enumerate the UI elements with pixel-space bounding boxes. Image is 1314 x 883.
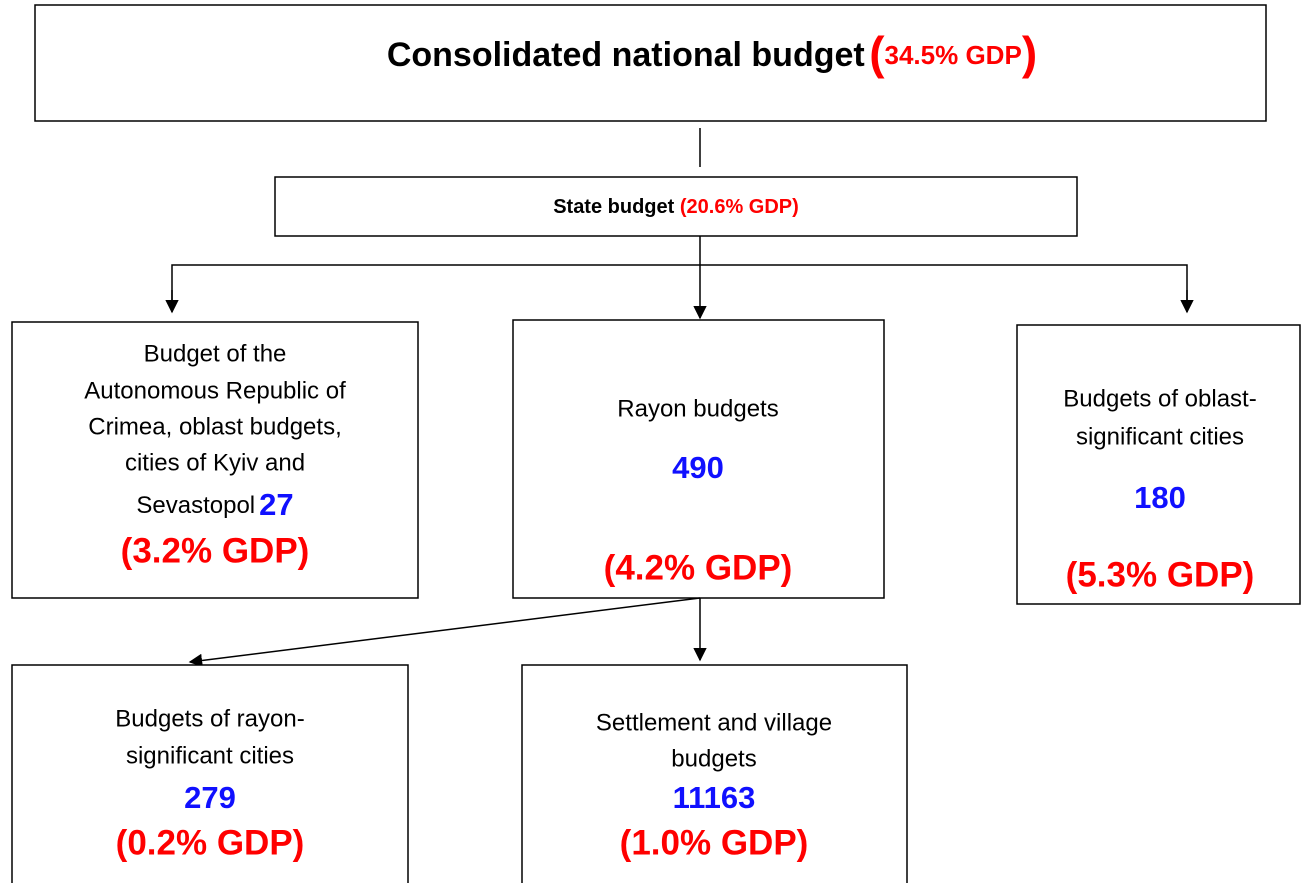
node-count: 11163 <box>673 780 756 815</box>
node-line: significant cities <box>1076 423 1244 450</box>
state-title-text: State budget <box>553 196 674 218</box>
node-line: Crimea, oblast budgets, <box>88 413 341 440</box>
node-line: Budgets of rayon- <box>115 705 304 732</box>
node-text: Sevastopol <box>136 492 255 519</box>
node-line: significant cities <box>126 742 294 769</box>
node-count: 180 <box>1134 480 1186 515</box>
node-line: Budget of the <box>144 340 287 367</box>
root-box <box>34 4 1267 122</box>
node-box <box>521 664 908 883</box>
node-count: 279 <box>184 780 236 815</box>
paren: ) <box>1022 27 1037 79</box>
node-share: (5.3% GDP) <box>1066 555 1255 594</box>
connector <box>171 264 1188 310</box>
node-box <box>11 321 419 599</box>
node-line: Budgets of oblast- <box>1063 385 1256 412</box>
node-line: cities of Kyiv and <box>125 449 305 476</box>
node-share: (0.2% GDP) <box>116 823 305 862</box>
paren: ( <box>869 27 885 79</box>
root-title-text: Consolidated national budget <box>387 36 865 74</box>
node-box <box>1016 324 1301 605</box>
root-title: Consolidated national budget (34.5% GDP) <box>387 27 1037 79</box>
node-count: 27 <box>259 487 293 522</box>
state-box <box>274 176 1078 237</box>
node-count: 490 <box>672 450 724 485</box>
root-share: 34.5% GDP <box>885 40 1022 70</box>
node-share: (3.2% GDP) <box>121 531 310 570</box>
node-line: budgets <box>671 745 756 772</box>
node-line: Rayon budgets <box>617 395 778 422</box>
state-share: (20.6% GDP) <box>680 196 799 218</box>
arrow <box>188 597 701 668</box>
state-title: State budget (20.6% GDP) <box>553 196 799 218</box>
node-line: Autonomous Republic of <box>84 377 346 404</box>
node-share: (4.2% GDP) <box>604 548 793 587</box>
node-line: Settlement and village <box>596 709 832 736</box>
node-line: Sevastopol 27 <box>136 487 293 522</box>
node-share: (1.0% GDP) <box>620 823 809 862</box>
node-box <box>11 664 409 883</box>
